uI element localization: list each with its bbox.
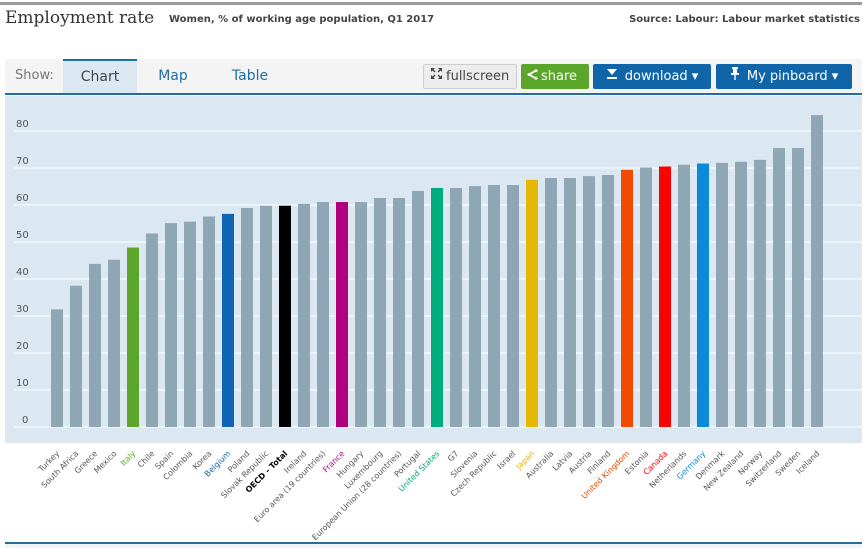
bar-ireland[interactable]: Ireland: 60.3: [298, 203, 310, 427]
download-icon: [606, 64, 618, 89]
bar-poland[interactable]: Poland: 59.2: [241, 207, 253, 427]
bar-slovak-republic[interactable]: Slovak Republic: 59.8: [260, 205, 272, 427]
bar-colombia[interactable]: Colombia: 55.5: [184, 221, 196, 427]
bar-south-africa[interactable]: South Africa: 38.2: [70, 285, 82, 427]
y-tick-label: 70: [16, 156, 29, 167]
bar-switzerland[interactable]: Switzerland: 75.4: [773, 148, 785, 427]
bar-chile[interactable]: Chile: 52.3: [146, 233, 158, 427]
bar-japan[interactable]: Japan: 66.8: [526, 179, 538, 427]
bar-slovenia[interactable]: Slovenia: 65.1: [469, 186, 481, 427]
bar-greece[interactable]: Greece: 44.1: [89, 263, 101, 427]
y-tick-label: 60: [16, 193, 29, 204]
bar-mexico[interactable]: Mexico: 45.2: [108, 259, 120, 427]
y-tick-label: 50: [16, 230, 29, 241]
page-title: Employment rate: [5, 8, 155, 28]
bar-estonia[interactable]: Estonia: 70.1: [640, 167, 652, 427]
tab-chart[interactable]: Chart: [63, 59, 137, 93]
bar-sweden[interactable]: Sweden: 75.4: [792, 148, 804, 427]
bar-european-union-28-countries[interactable]: European Union (28 countries): 61.9: [393, 197, 405, 427]
bar-australia[interactable]: Australia: 67.3: [545, 177, 557, 427]
bar-france[interactable]: France: 60.8: [336, 202, 348, 427]
bar-netherlands[interactable]: Netherlands: 70.9: [678, 164, 690, 428]
top-rule: [0, 2, 862, 5]
pinboard-label: My pinboard ▾: [746, 69, 839, 84]
bar-oecd-total[interactable]: OECD - Total: 59.8: [279, 205, 291, 427]
source-link[interactable]: Source: Labour: Labour market statistics: [629, 14, 860, 25]
download-label: download ▾: [624, 69, 699, 84]
bar-new-zealand[interactable]: New Zealand: 71.7: [735, 161, 747, 427]
bottom-strip: [5, 544, 862, 548]
bar-hungary[interactable]: Hungary: 60.8: [355, 202, 367, 427]
download-button[interactable]: download ▾: [593, 64, 711, 89]
bar-canada[interactable]: Canada: 70.4: [659, 166, 671, 427]
bar-iceland[interactable]: Iceland: 84.3: [811, 115, 823, 427]
bar-united-kingdom[interactable]: United Kingdom: 69.5: [621, 169, 633, 427]
y-tick-label: 40: [16, 267, 29, 278]
share-button[interactable]: share: [521, 64, 589, 89]
view-toolbar: Show: Chart Map Table fullscreen share d…: [5, 59, 862, 95]
bar-portugal[interactable]: Portugal: 63.8: [412, 190, 424, 427]
bar-israel[interactable]: Israel: 65.4: [507, 185, 519, 427]
x-tick-label-israel: Israel: [496, 449, 518, 471]
bar-spain[interactable]: Spain: 55.1: [165, 223, 177, 427]
bar-latvia[interactable]: Latvia: 67.3: [564, 177, 576, 427]
pinboard-button[interactable]: My pinboard ▾: [716, 64, 852, 89]
bar-belgium[interactable]: Belgium: 57.6: [222, 213, 234, 427]
y-tick-label: 10: [16, 378, 29, 389]
y-tick-label: 30: [16, 304, 29, 315]
x-tick-label-g7: G7: [446, 449, 460, 463]
bottom-rule: [5, 542, 862, 544]
y-tick-label: 20: [16, 341, 29, 352]
bar-austria[interactable]: Austria: 67.8: [583, 176, 595, 427]
page-subtitle: Women, % of working age population, Q1 2…: [169, 14, 435, 25]
show-label: Show:: [15, 68, 54, 83]
share-icon: [527, 64, 538, 89]
bar-united-states[interactable]: United States: 64.6: [431, 187, 443, 427]
tab-table[interactable]: Table: [231, 68, 269, 84]
bar-g7[interactable]: G7: 64.6: [450, 187, 462, 427]
x-tick-label-chile: Chile: [136, 449, 157, 470]
bar-italy[interactable]: Italy: 48.5: [127, 247, 139, 427]
bar-denmark[interactable]: Denmark: 71.4: [716, 162, 728, 427]
bar-luxembourg[interactable]: Luxembourg: 61.9: [374, 197, 386, 427]
tab-map[interactable]: Map: [158, 68, 188, 84]
bar-turkey[interactable]: Turkey: 31.8: [51, 309, 63, 427]
fullscreen-button[interactable]: fullscreen: [423, 64, 517, 89]
y-tick-label: 80: [16, 119, 29, 130]
fullscreen-label: fullscreen: [446, 69, 510, 84]
share-label: share: [541, 69, 578, 84]
bar-korea[interactable]: Korea: 56.9: [203, 216, 215, 427]
bar-norway[interactable]: Norway: 72.2: [754, 159, 766, 428]
bar-czech-republic[interactable]: Czech Republic: 65.4: [488, 185, 500, 427]
x-tick-label-italy: Italy: [119, 449, 138, 468]
expand-arrows-icon: [430, 65, 443, 88]
y-tick-label: 0: [22, 415, 28, 426]
bars: Turkey: 31.8 South Africa: 38.2 Greece: 44…: [51, 115, 823, 428]
bar-finland[interactable]: Finland: 68.1: [602, 175, 614, 427]
bar-euro-area-19-countries[interactable]: Euro area (19 countries): 60.8: [317, 202, 329, 427]
bar-germany[interactable]: Germany: 71.2: [697, 163, 709, 427]
pin-icon: [730, 64, 740, 89]
y-axis-ticks: 0 10 20 30 40 50 60 70 80: [16, 119, 29, 426]
